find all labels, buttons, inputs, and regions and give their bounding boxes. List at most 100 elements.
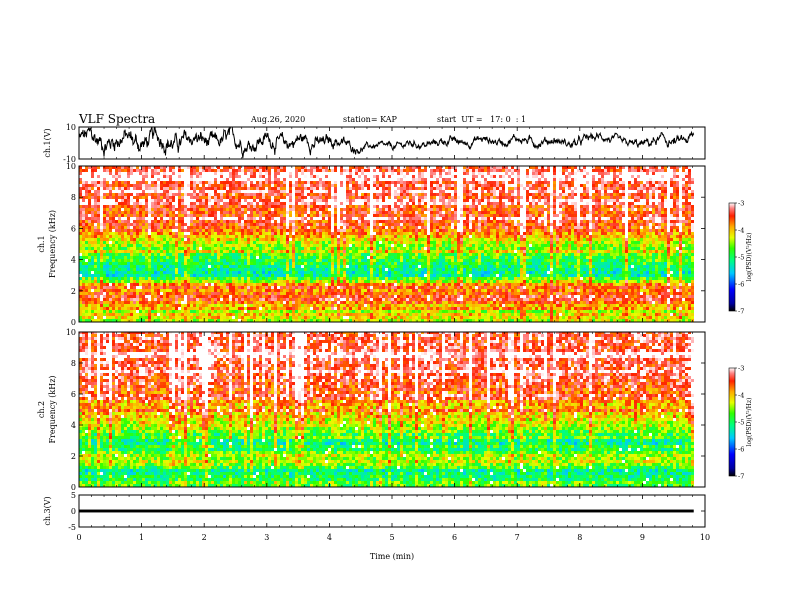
spectrogram-cell xyxy=(343,235,346,238)
spectrogram-cell xyxy=(109,238,112,241)
spectrogram-cell xyxy=(196,298,199,301)
spectrogram-cell xyxy=(193,283,196,286)
spectrogram-cell xyxy=(268,289,271,292)
spectrogram-cell xyxy=(235,205,238,208)
spectrogram-cell xyxy=(250,253,253,256)
spectrogram-cell xyxy=(274,184,277,187)
spectrogram-cell xyxy=(205,205,208,208)
spectrogram-cell xyxy=(181,229,184,232)
spectrogram-cell xyxy=(244,223,247,226)
spectrogram-cell xyxy=(304,250,307,253)
spectrogram-cell xyxy=(295,247,298,250)
spectrogram-cell xyxy=(121,262,124,265)
spectrogram-cell xyxy=(184,187,187,190)
spectrogram-cell xyxy=(310,301,313,304)
spectrogram-cell xyxy=(205,304,208,307)
spectrogram-cell xyxy=(187,307,190,310)
spectrogram-cell xyxy=(106,286,109,289)
spectrogram-cell xyxy=(223,220,226,223)
spectrogram-cell xyxy=(244,298,247,301)
spectrogram-cell xyxy=(250,172,253,175)
spectrogram-cell xyxy=(136,283,139,286)
spectrogram-cell xyxy=(226,241,229,244)
spectrogram-cell xyxy=(163,169,166,172)
spectrogram-cell xyxy=(256,235,259,238)
spectrogram-cell xyxy=(238,172,241,175)
spectrogram-cell xyxy=(181,307,184,310)
spectrogram-cell xyxy=(295,313,298,316)
spectrogram-cell xyxy=(163,274,166,277)
spectrogram-cell xyxy=(211,226,214,229)
spectrogram-cell xyxy=(115,292,118,295)
spectrogram-cell xyxy=(184,220,187,223)
spectrogram-cell xyxy=(286,205,289,208)
spectrogram-cell xyxy=(298,313,301,316)
spectrogram-cell xyxy=(349,172,352,175)
spectrogram-cell xyxy=(229,295,232,298)
spectrogram-cell xyxy=(199,298,202,301)
spectrogram-cell xyxy=(247,181,250,184)
spectrogram-cell xyxy=(202,184,205,187)
spectrogram-cell xyxy=(298,256,301,259)
spectrogram-cell xyxy=(223,316,226,319)
spectrogram-cell xyxy=(301,190,304,193)
spectrogram-cell xyxy=(202,307,205,310)
spectrogram-cell xyxy=(106,250,109,253)
spectrogram-cell xyxy=(274,244,277,247)
spectrogram-cell xyxy=(352,253,355,256)
spectrogram-cell xyxy=(340,289,343,292)
spectrogram-cell xyxy=(169,280,172,283)
spectrogram-cell xyxy=(154,301,157,304)
spectrogram-cell xyxy=(292,250,295,253)
spectrogram-cell xyxy=(154,268,157,271)
spectrogram-cell xyxy=(352,283,355,286)
spectrogram-cell xyxy=(319,241,322,244)
spectrogram-cell xyxy=(253,232,256,235)
spectrogram-cell xyxy=(358,223,361,226)
spectrogram-cell xyxy=(145,211,148,214)
spectrogram-cell xyxy=(184,292,187,295)
spectrogram-cell xyxy=(319,259,322,262)
spectrogram-cell xyxy=(97,166,100,169)
spectrogram-cell xyxy=(355,256,358,259)
spectrogram-cell xyxy=(163,244,166,247)
spectrogram-cell xyxy=(112,244,115,247)
spectrogram-cell xyxy=(259,274,262,277)
spectrogram-cell xyxy=(166,247,169,250)
spectrogram-cell xyxy=(298,190,301,193)
spectrogram-cell xyxy=(271,280,274,283)
spectrogram-cell xyxy=(193,304,196,307)
spectrogram-cell xyxy=(235,253,238,256)
spectrogram-cell xyxy=(268,280,271,283)
spectrogram-cell xyxy=(124,280,127,283)
spectrogram-cell xyxy=(223,253,226,256)
spectrogram-cell xyxy=(112,268,115,271)
spectrogram-cell xyxy=(229,313,232,316)
spectrogram-cell xyxy=(157,271,160,274)
spectrogram-cell xyxy=(298,286,301,289)
spectrogram-cell xyxy=(259,235,262,238)
spectrogram-cell xyxy=(181,241,184,244)
spectrogram-cell xyxy=(154,238,157,241)
spectrogram-cell xyxy=(319,244,322,247)
spectrogram-cell xyxy=(181,286,184,289)
spectrogram-cell xyxy=(322,256,325,259)
spectrogram-cell xyxy=(274,199,277,202)
spectrogram-cell xyxy=(112,211,115,214)
spectrogram-cell xyxy=(346,295,349,298)
spectrogram-cell xyxy=(229,265,232,268)
spectrogram-cell xyxy=(277,205,280,208)
spectrogram-cell xyxy=(166,289,169,292)
spectrogram-cell xyxy=(97,301,100,304)
spectrogram-cell xyxy=(298,283,301,286)
spectrogram-cell xyxy=(196,223,199,226)
spectrogram-cell xyxy=(169,208,172,211)
spectrogram-cell xyxy=(112,262,115,265)
spectrogram-cell xyxy=(325,280,328,283)
spectrogram-cell xyxy=(280,172,283,175)
spectrogram-cell xyxy=(127,175,130,178)
spectrogram-cell xyxy=(283,301,286,304)
spectrogram-cell xyxy=(172,277,175,280)
spectrogram-cell xyxy=(349,256,352,259)
spectrogram-cell xyxy=(346,178,349,181)
